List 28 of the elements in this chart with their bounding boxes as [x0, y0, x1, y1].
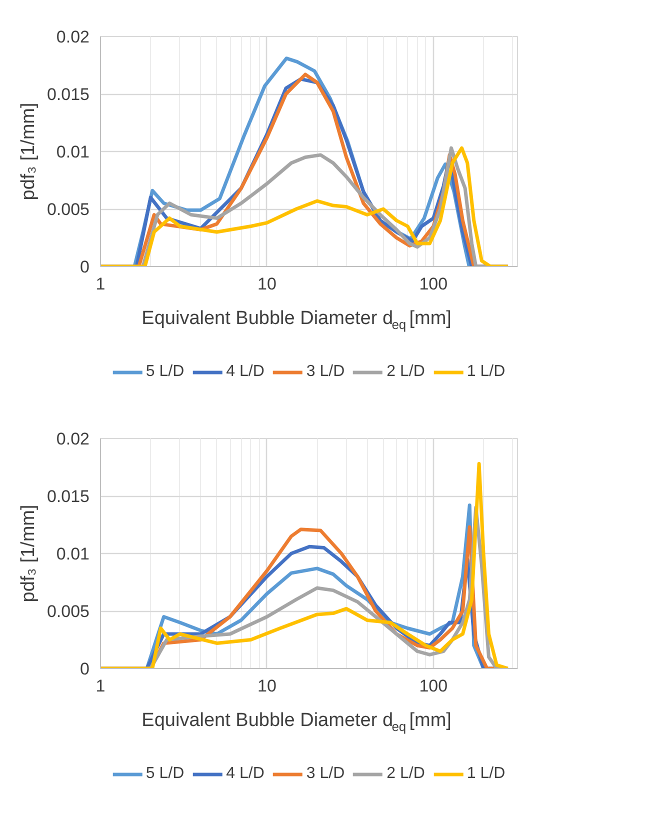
legend-label: 5 L/D — [146, 765, 184, 783]
y-tick-label: 0 — [80, 660, 90, 678]
legend-label: 2 L/D — [386, 765, 425, 783]
legend-label: 4 L/D — [226, 765, 264, 783]
y-tick-label: 0.015 — [46, 487, 90, 506]
x-tick-label: 1 — [96, 274, 106, 294]
x-tick-label: 10 — [258, 676, 276, 696]
legend-label: 3 L/D — [306, 363, 345, 381]
legend-label: 4 L/D — [226, 363, 264, 381]
legend-label: 2 L/D — [386, 363, 425, 381]
y-tick-label: 0.005 — [46, 200, 90, 219]
legend-label: 3 L/D — [306, 765, 345, 783]
x-tick-label: 1 — [96, 676, 106, 696]
y-tick-label: 0.01 — [56, 544, 90, 564]
y-tick-label: 0.015 — [46, 85, 90, 104]
y-tick-label: 0.01 — [56, 142, 90, 162]
y-tick-label: 0.005 — [46, 602, 90, 621]
x-tick-label: 100 — [419, 676, 448, 696]
legend-label: 1 L/D — [466, 765, 506, 783]
y-tick-label: 0 — [80, 258, 90, 276]
x-tick-label: 100 — [419, 274, 448, 294]
y-axis-title: pdf₃ [1/mm] — [18, 102, 39, 200]
y-tick-label: 0.02 — [56, 430, 90, 448]
y-tick-label: 0.02 — [56, 28, 90, 46]
legend-label: 5 L/D — [146, 363, 184, 381]
x-tick-label: 10 — [258, 274, 276, 294]
legend-label: 1 L/D — [466, 363, 506, 381]
y-axis-title: pdf₃ [1/mm] — [18, 504, 39, 602]
